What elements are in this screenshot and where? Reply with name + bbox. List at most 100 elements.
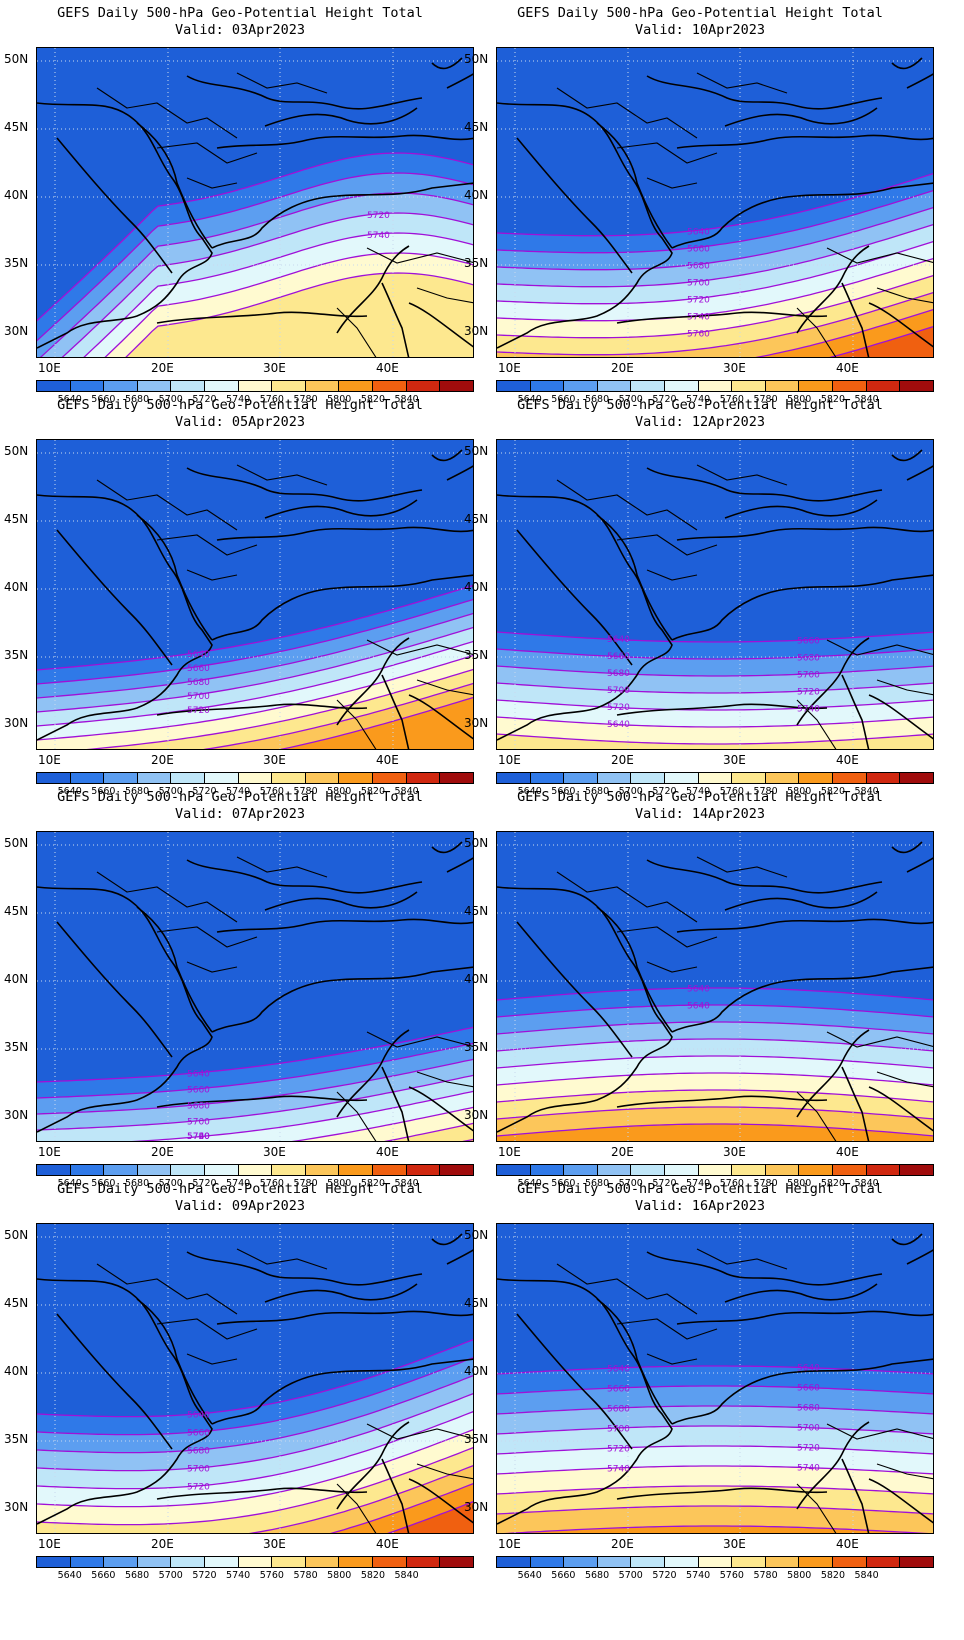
contour-label: 5660 bbox=[797, 636, 820, 646]
coastline bbox=[156, 1487, 368, 1500]
coastline bbox=[841, 674, 870, 749]
colorbar-label: 5760 bbox=[719, 786, 744, 797]
contour-line bbox=[37, 1447, 473, 1526]
contour-line bbox=[497, 682, 933, 694]
contour-line bbox=[125, 272, 473, 357]
map-area: 5640 5660 5680 5700 5720 bbox=[36, 439, 474, 750]
contour-label: 5640 bbox=[607, 1364, 630, 1374]
longitude-label: 30E bbox=[263, 1537, 286, 1551]
country-border bbox=[796, 1483, 837, 1533]
colorbar-swatch bbox=[732, 773, 766, 783]
longitude-label: 40E bbox=[836, 361, 859, 375]
map-area: 5640 5660 5680 5700 5720 bbox=[36, 1223, 474, 1534]
map-panel: GEFS Daily 500-hPa Geo-Potential Height … bbox=[0, 0, 480, 410]
coastline bbox=[868, 694, 933, 740]
colorbar-label: 5660 bbox=[551, 394, 576, 405]
shade-band bbox=[497, 734, 933, 749]
contour-label: 5640 bbox=[687, 984, 710, 994]
colorbar-label: 5640 bbox=[517, 1570, 542, 1581]
coastline bbox=[211, 1358, 473, 1425]
country-border bbox=[876, 1463, 933, 1480]
contour-line bbox=[37, 1411, 473, 1490]
colorbar-swatch bbox=[440, 773, 473, 783]
panel-title: GEFS Daily 500-hPa Geo-Potential Height … bbox=[517, 397, 883, 413]
colorbar-label: 5640 bbox=[517, 786, 542, 797]
country-border bbox=[556, 1263, 698, 1315]
colorbar-swatch bbox=[205, 773, 239, 783]
latitude-label: 30N bbox=[4, 1108, 29, 1122]
coastline bbox=[381, 674, 410, 749]
country-border bbox=[416, 1071, 473, 1088]
height-field: 5640 5660 5680 5700 5720 bbox=[37, 1224, 473, 1533]
colorbar-label: 5760 bbox=[719, 394, 744, 405]
colorbar-swatch bbox=[171, 1165, 206, 1175]
latitude-label: 40N bbox=[464, 580, 489, 594]
colorbar-swatch bbox=[833, 1557, 867, 1567]
colorbar-label: 5760 bbox=[259, 786, 284, 797]
colorbar-swatch bbox=[171, 381, 206, 391]
colorbar-swatch bbox=[339, 381, 374, 391]
colorbar-swatch bbox=[597, 1557, 632, 1567]
contour-line bbox=[497, 240, 933, 305]
coastline bbox=[891, 449, 933, 481]
contour-line bbox=[61, 212, 473, 357]
colorbar-swatch bbox=[665, 1557, 699, 1567]
latitude-label: 35N bbox=[464, 256, 489, 270]
contour-label: 5700 bbox=[797, 670, 820, 680]
colorbar bbox=[496, 1164, 934, 1176]
colorbar-swatch bbox=[37, 381, 71, 391]
country-border bbox=[696, 464, 788, 486]
map-area: 5640 5660 5680 5700 5720 5740 5760 bbox=[36, 831, 474, 1142]
contour-line bbox=[497, 1089, 933, 1103]
longitude-label: 20E bbox=[151, 1537, 174, 1551]
shade-band bbox=[497, 1124, 933, 1141]
contour-line bbox=[497, 223, 933, 288]
coastline bbox=[336, 1029, 410, 1118]
latitude-label: 45N bbox=[4, 1296, 29, 1310]
country-border bbox=[646, 569, 698, 581]
longitude-label: 40E bbox=[376, 1537, 399, 1551]
coastline bbox=[336, 637, 410, 726]
coastline bbox=[596, 514, 673, 641]
contour-line bbox=[497, 1038, 933, 1052]
colorbar-label: 5720 bbox=[652, 786, 677, 797]
contour-line bbox=[497, 274, 933, 339]
contour-label: 5720 bbox=[797, 687, 820, 697]
coastline bbox=[596, 122, 673, 249]
colorbar-label: 5800 bbox=[787, 1570, 812, 1581]
panel-valid-date: Valid: 16Apr2023 bbox=[634, 1198, 766, 1214]
map-area: 5640 5660 5680 5700 5720 5740 5640 5660 5680 5700… bbox=[496, 1223, 934, 1534]
longitude-label: 20E bbox=[151, 361, 174, 375]
contour-line bbox=[37, 598, 473, 685]
coastline bbox=[724, 891, 878, 911]
contour-label: 5640 bbox=[687, 1001, 710, 1011]
country-border bbox=[96, 1263, 238, 1315]
colorbar-label: 5780 bbox=[753, 394, 778, 405]
country-border bbox=[826, 247, 933, 264]
longitude-label: 30E bbox=[263, 753, 286, 767]
latitude-label: 45N bbox=[464, 904, 489, 918]
colorbar-label: 5820 bbox=[820, 786, 846, 797]
longitude-label: 40E bbox=[376, 1145, 399, 1159]
colorbar-label: 5680 bbox=[584, 1570, 610, 1581]
colorbar-swatch bbox=[631, 1557, 666, 1567]
colorbar-swatch bbox=[205, 1557, 239, 1567]
colorbar-label: 5640 bbox=[517, 1178, 542, 1189]
latitude-label: 50N bbox=[4, 836, 29, 850]
coastline bbox=[186, 1251, 423, 1286]
panel-valid-date: Valid: 05Apr2023 bbox=[174, 414, 306, 430]
latitude-label: 40N bbox=[4, 580, 29, 594]
coastline bbox=[186, 467, 423, 502]
contour-line bbox=[37, 626, 473, 713]
contour-label: 5700 bbox=[607, 686, 630, 696]
contour-line bbox=[86, 668, 473, 749]
coastline bbox=[37, 886, 213, 1133]
shade-band bbox=[465, 1139, 473, 1141]
coastline bbox=[408, 1478, 473, 1524]
contour-line bbox=[37, 1026, 473, 1083]
contour-label: 5720 bbox=[607, 1444, 630, 1454]
longitude-label: 10E bbox=[38, 1145, 61, 1159]
coastline bbox=[891, 1233, 933, 1265]
panel-title: GEFS Daily 500-hPa Geo-Potential Height … bbox=[57, 5, 423, 21]
colorbar-label: 5820 bbox=[360, 1178, 386, 1189]
